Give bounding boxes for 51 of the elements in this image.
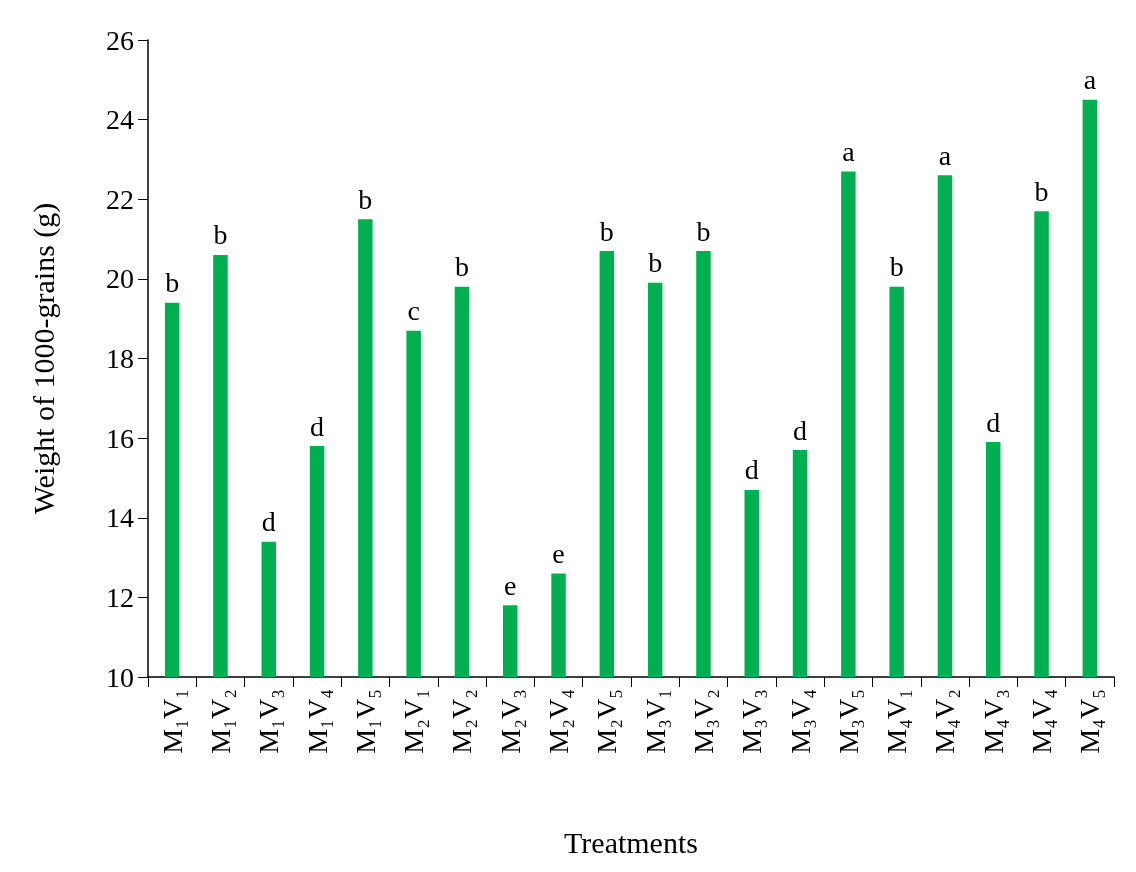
y-tick-label: 20 — [106, 263, 134, 295]
x-tick-label: M₄V₄ — [1026, 689, 1058, 754]
y-tick-label: 14 — [106, 502, 134, 534]
x-tick-label: M₁V₅ — [349, 689, 381, 754]
annotation: a — [1083, 64, 1097, 96]
annotation: b — [358, 183, 373, 215]
annotation: b — [599, 215, 614, 247]
x-tick-label: M₂V₁ — [398, 689, 430, 754]
x-tick-label: M₃V₅ — [832, 689, 864, 754]
x-tick-label: M₄V₂ — [929, 689, 961, 754]
x-tick-label: M₂V₃ — [494, 689, 526, 754]
x-tick-label: M₃V₁ — [639, 689, 671, 754]
x-tick-label: M₂V₂ — [446, 689, 478, 754]
annotation: e — [552, 537, 565, 569]
annotation: d — [310, 410, 325, 442]
annotation: c — [407, 295, 420, 327]
y-tick-label: 12 — [106, 581, 134, 613]
x-tick-label: M₃V₂ — [687, 689, 719, 754]
x-tick-label: M₃V₄ — [784, 689, 816, 754]
x-tick-label: M₃V₃ — [736, 689, 768, 754]
annotation: b — [165, 267, 180, 299]
annotation: e — [504, 569, 517, 601]
annotation: b — [454, 251, 469, 283]
annotation: b — [1034, 175, 1049, 207]
y-tick-label: 18 — [106, 343, 134, 374]
annotation: d — [744, 454, 759, 486]
y-tick-label: 16 — [106, 422, 134, 454]
x-tick-label: M₁V₄ — [301, 689, 333, 754]
annotation: b — [696, 215, 711, 247]
x-tick-label: M₁V₂ — [204, 689, 236, 754]
x-tick-label: M₁V₃ — [253, 689, 285, 754]
x-tick-label: M₂V₅ — [591, 689, 623, 754]
x-tick-label: M₄V₁ — [881, 689, 913, 754]
annotation: d — [986, 406, 1001, 438]
annotation: a — [842, 135, 856, 167]
y-tick-label: 22 — [106, 183, 134, 215]
annotation: b — [889, 251, 904, 283]
x-axis-title: Treatments — [564, 825, 698, 859]
y-tick-label: 26 — [106, 24, 134, 56]
y-axis-title: Weight of 1000-grains (g) — [26, 202, 61, 515]
x-tick-label: M₄V₅ — [1074, 689, 1106, 754]
annotation: d — [261, 506, 276, 538]
annotation: b — [213, 219, 228, 251]
x-tick-label: M₁V₁ — [156, 689, 188, 754]
annotation: b — [648, 247, 663, 279]
annotation: a — [938, 139, 952, 171]
x-tick-label: M₄V₃ — [977, 689, 1009, 754]
y-tick-label: 10 — [106, 661, 134, 693]
x-tick-label: M₂V₄ — [543, 689, 575, 754]
annotation: d — [793, 414, 808, 446]
y-tick-label: 24 — [106, 104, 134, 136]
